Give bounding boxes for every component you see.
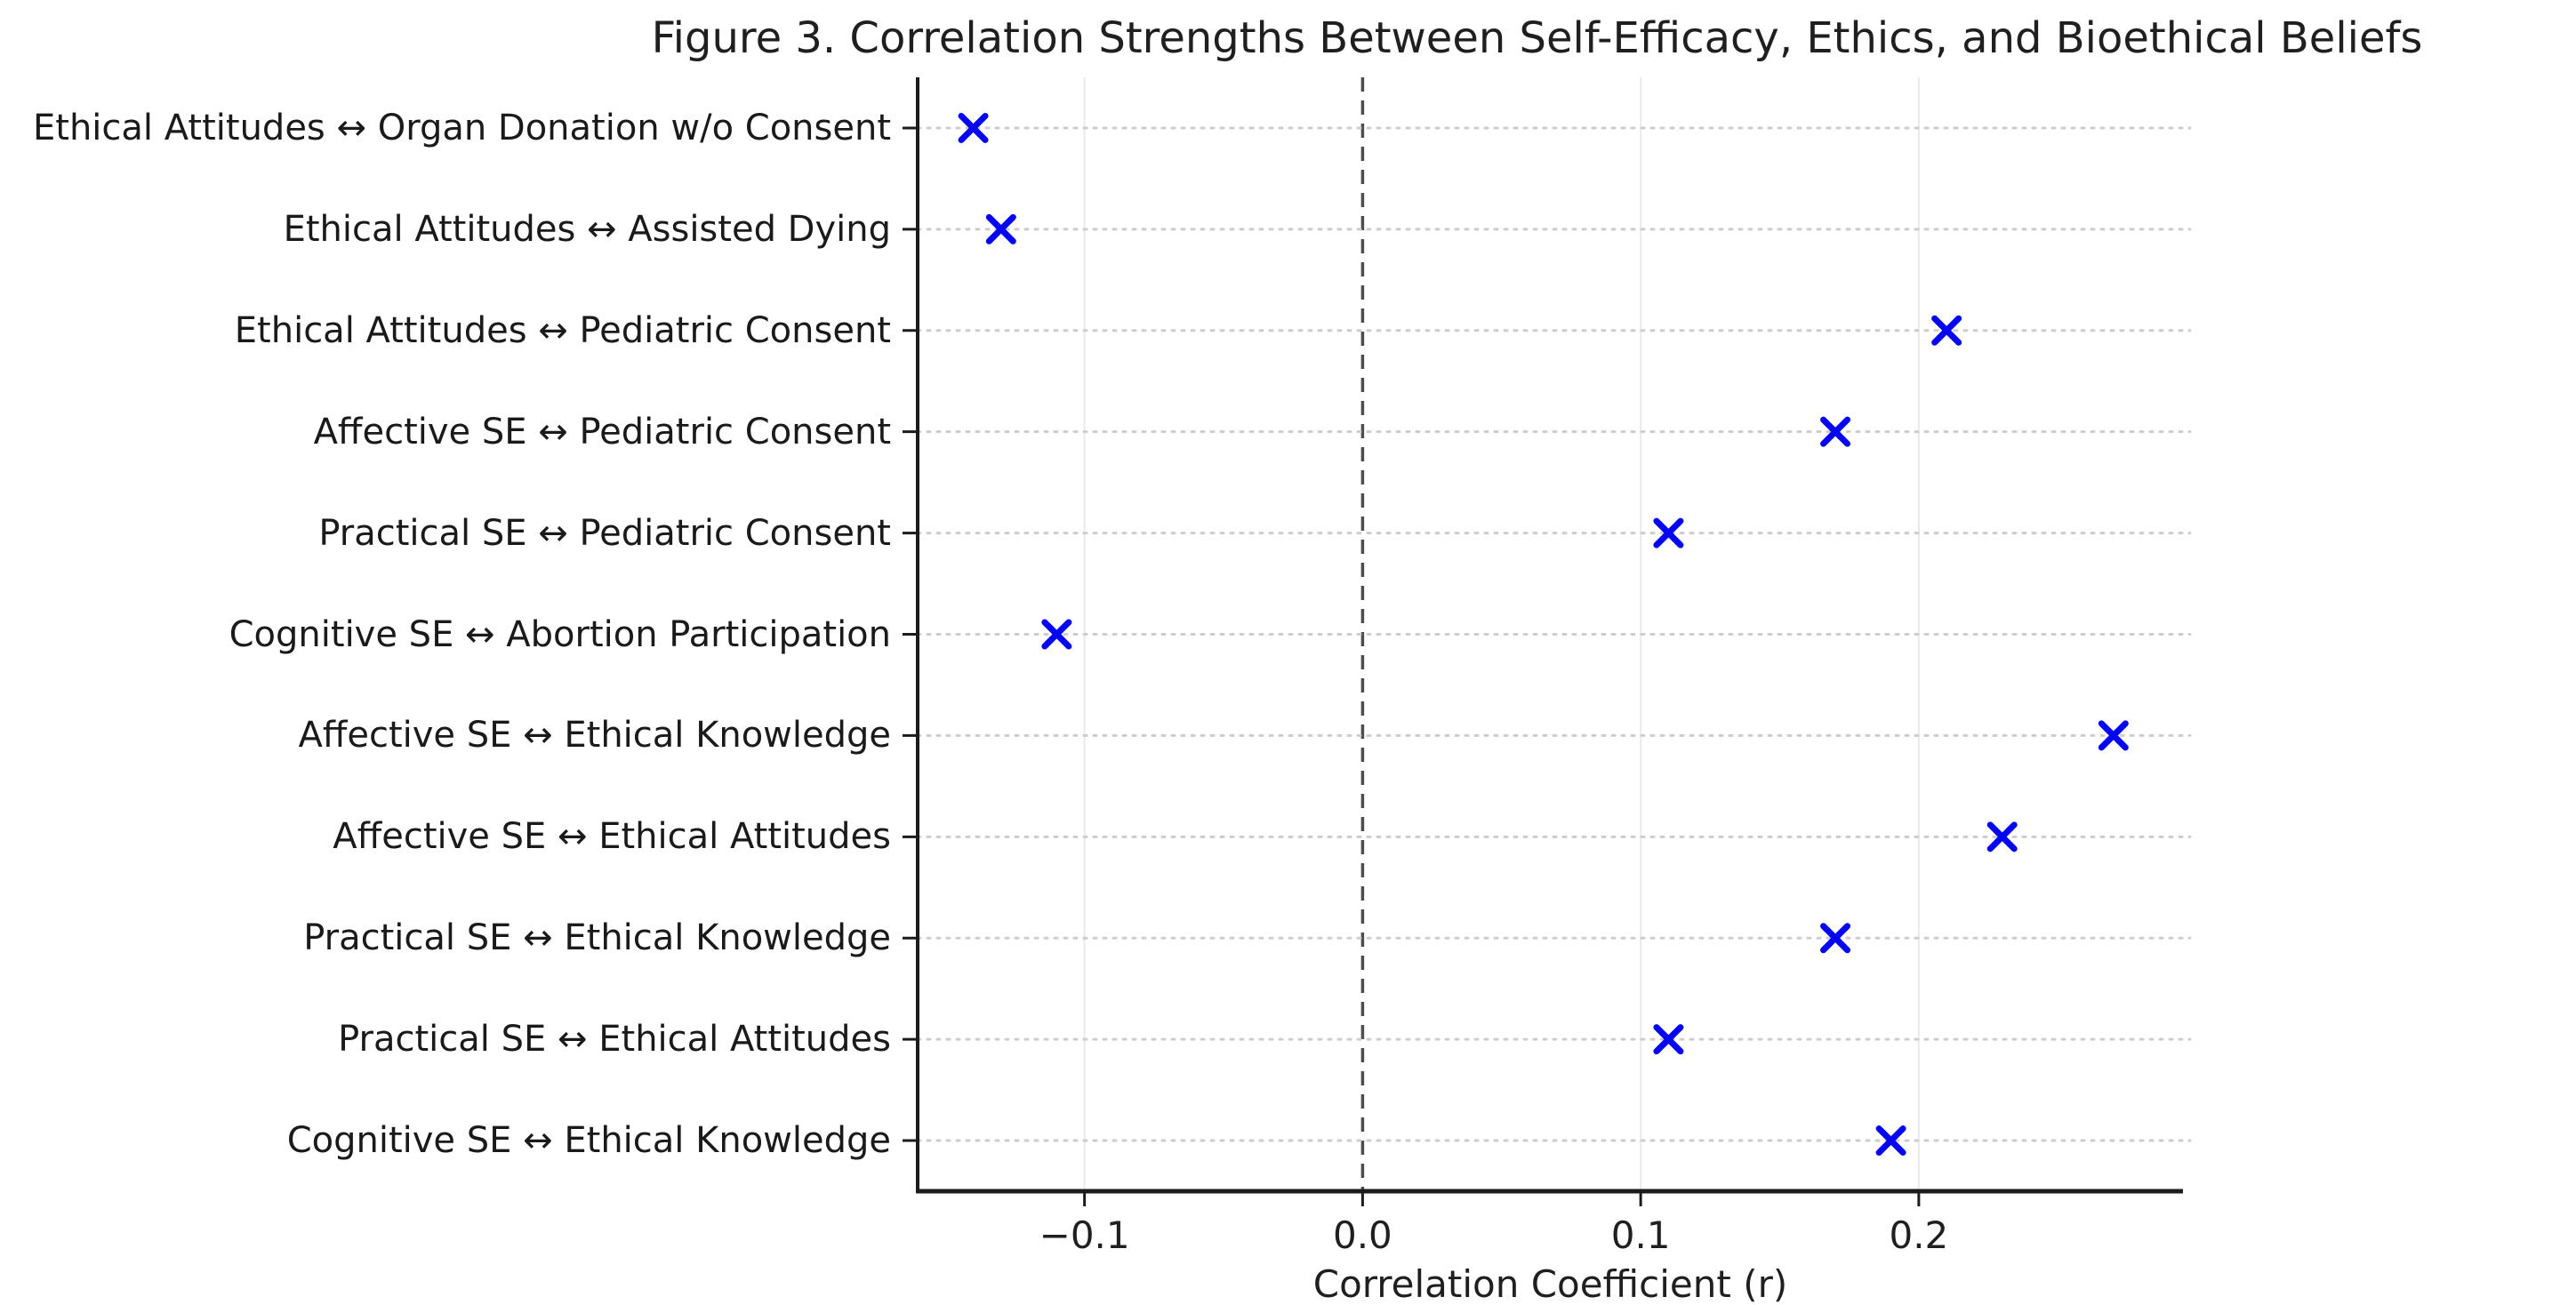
y-tick-label: Affective SE ↔ Ethical Attitudes	[333, 816, 891, 858]
y-tick-label: Practical SE ↔ Pediatric Consent	[318, 512, 891, 554]
data-point-marker	[1875, 1125, 1906, 1157]
y-tick-label: Cognitive SE ↔ Abortion Participation	[229, 613, 891, 655]
data-point-marker	[2098, 720, 2129, 751]
x-tick-label: 0.0	[1332, 1213, 1392, 1257]
data-point-marker	[985, 213, 1016, 244]
y-tick-label: Practical SE ↔ Ethical Knowledge	[303, 917, 891, 959]
chart-title: Figure 3. Correlation Strengths Between …	[651, 13, 2423, 63]
data-point-marker	[1653, 517, 1684, 548]
x-tick-label: 0.2	[1889, 1213, 1949, 1257]
data-point-marker	[1820, 416, 1851, 447]
data-point-marker	[958, 112, 989, 143]
data-point-marker	[1820, 923, 1851, 954]
y-tick-label: Ethical Attitudes ↔ Organ Donation w/o C…	[33, 107, 891, 148]
x-tick-label: −0.1	[1039, 1213, 1130, 1257]
y-tick-label: Practical SE ↔ Ethical Attitudes	[338, 1019, 891, 1061]
x-axis-title: Correlation Coefficient (r)	[1312, 1262, 1788, 1305]
x-tick-label: 0.1	[1610, 1213, 1671, 1257]
y-tick-label: Ethical Attitudes ↔ Pediatric Consent	[234, 309, 891, 351]
y-tick-label: Affective SE ↔ Ethical Knowledge	[298, 715, 891, 757]
y-tick-label: Cognitive SE ↔ Ethical Knowledge	[286, 1120, 891, 1162]
y-tick-label: Ethical Attitudes ↔ Assisted Dying	[283, 208, 891, 250]
data-point-marker	[1653, 1024, 1684, 1055]
data-point-marker	[1986, 821, 2018, 853]
data-point-marker	[1041, 619, 1072, 650]
data-point-marker	[1931, 315, 1962, 346]
y-tick-label: Affective SE ↔ Pediatric Consent	[313, 411, 891, 452]
